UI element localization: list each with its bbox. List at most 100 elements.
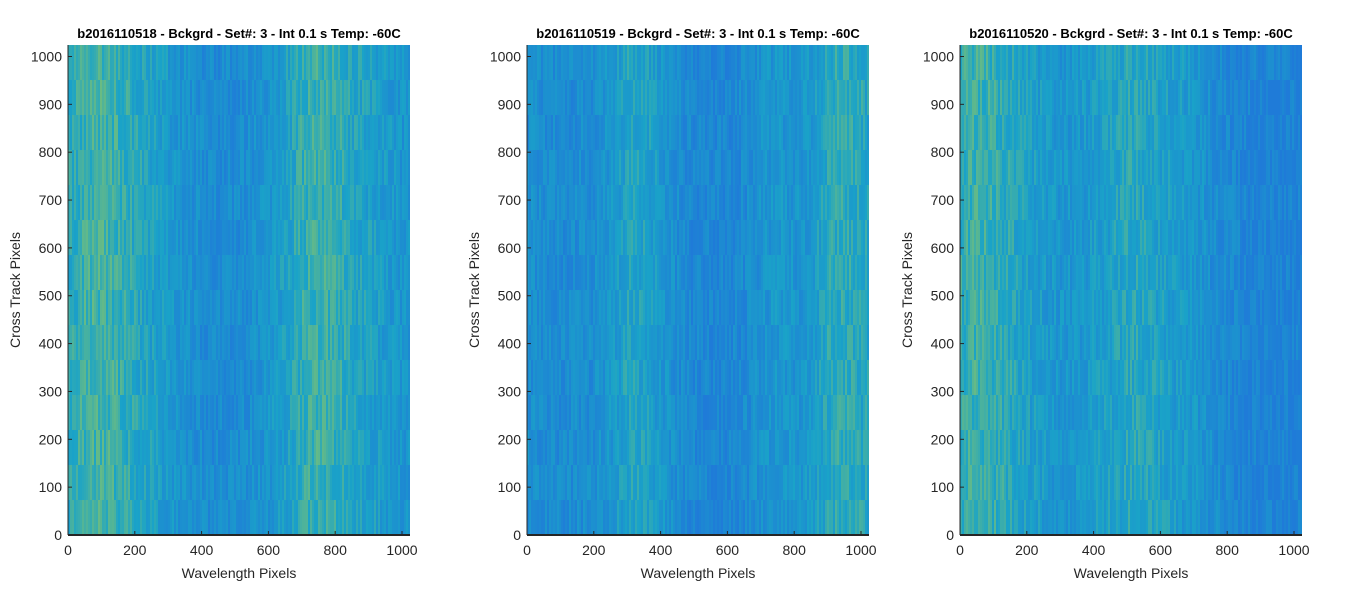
heatmap-cell [717, 185, 720, 221]
heatmap-cell [553, 150, 556, 186]
heatmap-cell [148, 115, 151, 151]
heatmap-cell [266, 45, 269, 81]
heatmap-cell [669, 255, 672, 291]
heatmap-cell [537, 115, 540, 151]
heatmap-cell [408, 185, 410, 221]
heatmap-cell [659, 255, 662, 291]
heatmap-cell [964, 325, 967, 361]
heatmap-cell [170, 360, 173, 396]
heatmap-cell [867, 45, 869, 81]
heatmap-cell [138, 430, 141, 466]
heatmap-cell [729, 395, 732, 431]
heatmap-cell [250, 150, 253, 186]
heatmap-cell [248, 115, 251, 151]
heatmap-cell [184, 360, 187, 396]
heatmap-cell [372, 325, 375, 361]
heatmap-cell [681, 325, 684, 361]
heatmap-cell [705, 290, 708, 326]
heatmap-cell [569, 185, 572, 221]
heatmap-cell [298, 185, 301, 221]
heatmap-cell [649, 465, 652, 501]
heatmap-cell [240, 290, 243, 326]
heatmap-cell [270, 150, 273, 186]
heatmap-cell [779, 45, 782, 81]
heatmap-cell [841, 325, 844, 361]
heatmap-cell [731, 360, 734, 396]
heatmap-cell [152, 290, 155, 326]
heatmap-cell [148, 220, 151, 256]
heatmap-cell [595, 115, 598, 151]
heatmap-cell [691, 325, 694, 361]
heatmap-cell [839, 220, 842, 256]
heatmap-cell [226, 325, 229, 361]
heatmap-cell [707, 150, 710, 186]
heatmap-cell [581, 430, 584, 466]
heatmap-cell [968, 360, 971, 396]
heatmap-cell [364, 255, 367, 291]
heatmap-cell [976, 255, 979, 291]
heatmap-cell [537, 220, 540, 256]
heatmap-cell [114, 465, 117, 501]
heatmap-cell [767, 360, 770, 396]
heatmap-cell [962, 45, 965, 81]
heatmap-cell [960, 115, 963, 151]
heatmap-cell [318, 395, 321, 431]
heatmap-cell [675, 290, 678, 326]
heatmap-cell [198, 325, 201, 361]
heatmap-cell [974, 395, 977, 431]
heatmap-cell [400, 360, 403, 396]
heatmap-cell [124, 115, 127, 151]
heatmap-cell [567, 430, 570, 466]
heatmap-cell [769, 500, 772, 535]
heatmap-cell [202, 430, 205, 466]
heatmap-cell [136, 290, 139, 326]
heatmap-cell [651, 395, 654, 431]
heatmap-cell [106, 465, 109, 501]
heatmap-cell [124, 255, 127, 291]
heatmap-cell [216, 45, 219, 81]
heatmap-cell [655, 255, 658, 291]
heatmap-cell [210, 430, 213, 466]
heatmap-cell [627, 430, 630, 466]
heatmap-cell [833, 465, 836, 501]
heatmap-cell [222, 185, 225, 221]
heatmap-cell [841, 255, 844, 291]
heatmap-cell [645, 185, 648, 221]
heatmap-cell [739, 465, 742, 501]
heatmap-cell [811, 80, 814, 116]
heatmap-cell [76, 360, 79, 396]
heatmap-cell [404, 395, 407, 431]
heatmap-cell [793, 465, 796, 501]
heatmap-cell [176, 150, 179, 186]
heatmap-cell [170, 430, 173, 466]
heatmap-cell [757, 500, 760, 535]
heatmap-cell [304, 185, 307, 221]
heatmap-cell [819, 45, 822, 81]
heatmap-cell [358, 290, 361, 326]
heatmap-cell [765, 290, 768, 326]
heatmap-cell [140, 290, 143, 326]
heatmap-cell [166, 255, 169, 291]
heatmap-cell [234, 465, 237, 501]
heatmap-cell [615, 115, 618, 151]
heatmap-cell [829, 360, 832, 396]
heatmap-cell [384, 115, 387, 151]
heatmap-cell [150, 325, 153, 361]
heatmap-cell [603, 45, 606, 81]
heatmap-cell [312, 185, 315, 221]
heatmap-cell [593, 360, 596, 396]
heatmap-cell [966, 115, 969, 151]
heatmap-cell [92, 430, 95, 466]
heatmap-cell [849, 360, 852, 396]
heatmap-cell [290, 360, 293, 396]
heatmap-cell [102, 325, 105, 361]
heatmap-cell [837, 465, 840, 501]
heatmap-cell [627, 290, 630, 326]
heatmap-cell [679, 150, 682, 186]
heatmap-cell [974, 185, 977, 221]
heatmap-cell [735, 115, 738, 151]
heatmap-cell [176, 395, 179, 431]
heatmap-cell [643, 360, 646, 396]
heatmap-cell [176, 45, 179, 81]
heatmap-cell [390, 430, 393, 466]
